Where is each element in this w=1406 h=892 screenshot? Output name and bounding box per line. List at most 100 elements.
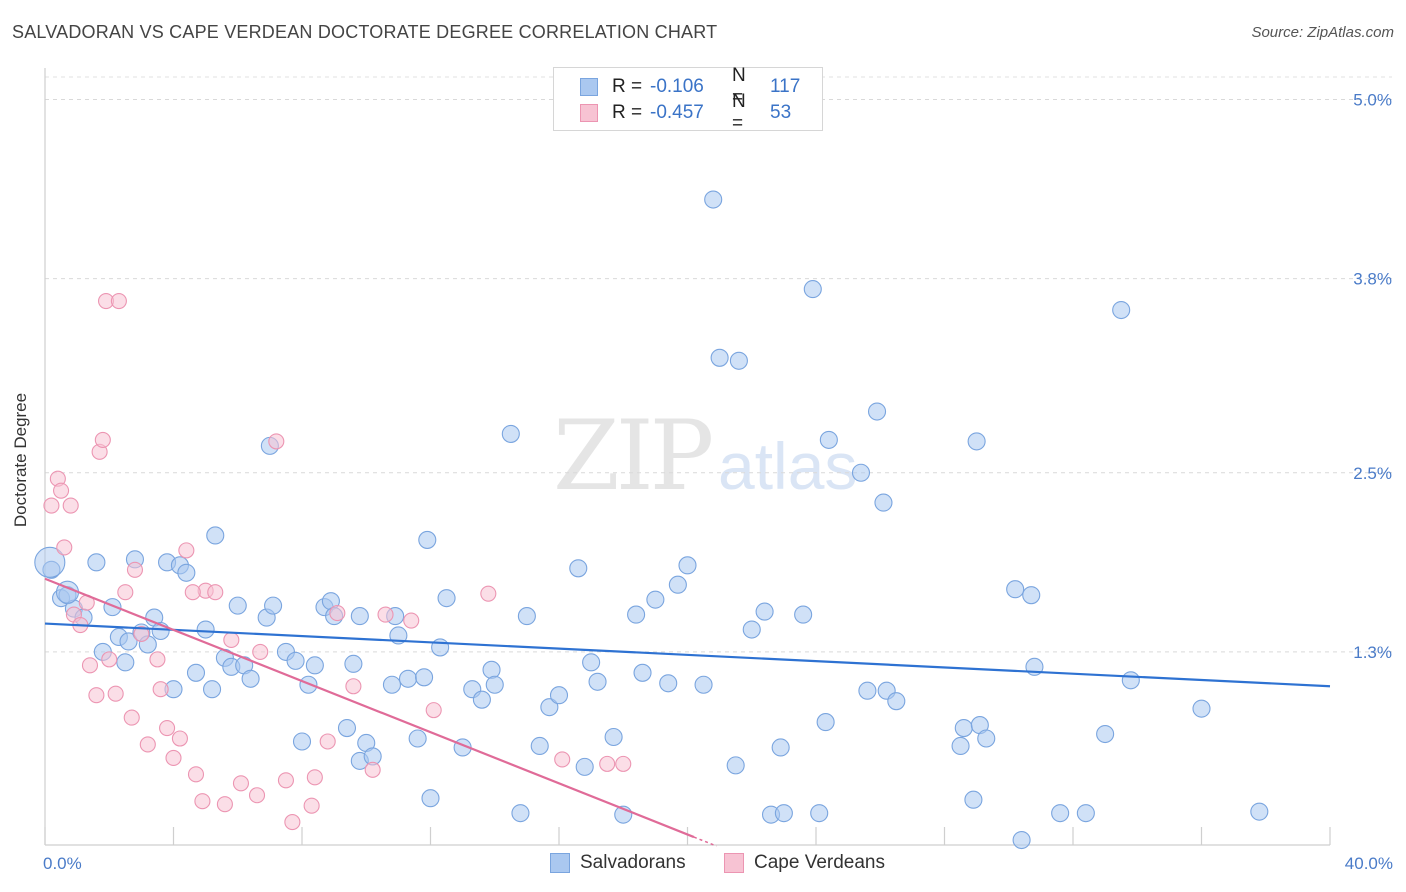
cape-verdean-point (207, 584, 224, 601)
legend-row-cape-verdeans: R = -0.457 N = 53 (580, 91, 792, 134)
salvadoran-point (1250, 802, 1269, 821)
salvadoran-point (694, 675, 713, 694)
salvadoran-point (633, 663, 652, 682)
tick-labels: 1.3% 2.5% 3.8% 5.0% 0.0% 40.0% (43, 91, 1393, 874)
salvadoran-point (582, 653, 601, 672)
pink-swatch (580, 104, 598, 122)
salvadoran-point (858, 681, 877, 700)
salvadoran-point (967, 432, 986, 451)
salvadoran-point (437, 589, 456, 608)
legend-label-salvadorans: Salvadorans (580, 852, 686, 873)
trend-lines (44, 577, 1331, 847)
cape-verdean-point (554, 751, 571, 768)
cape-verdean-point (53, 482, 70, 499)
salvadoran-point (803, 280, 822, 299)
cape-verdean-point (126, 561, 143, 578)
cape-verdean-point (277, 772, 294, 789)
cape-verdean-point (187, 766, 205, 783)
cape-verdean-point (284, 814, 301, 831)
cape-verdean-point (268, 433, 285, 450)
legend-label-cape-verdeans: Cape Verdeans (754, 852, 885, 873)
cape-verdean-point (43, 497, 60, 514)
salvadoran-point (472, 690, 491, 709)
salvadoran-point (794, 605, 813, 624)
salvadoran-point (646, 590, 665, 609)
salvadoran-point (627, 605, 646, 624)
cape-verdean-point (184, 584, 201, 601)
r-label: R = (612, 76, 643, 97)
cape-verdean-point (133, 625, 150, 643)
salvadoran-point (292, 732, 312, 751)
salvadoran-point (511, 804, 530, 823)
cape-verdean-point (110, 293, 127, 310)
cape-verdean-point (403, 612, 420, 629)
cape-verdean-point (364, 761, 381, 778)
r-value: -0.457 (650, 102, 704, 123)
salvadoran-point (344, 654, 363, 673)
salvadoran-point (1006, 580, 1025, 599)
salvadoran-point (954, 719, 973, 738)
cape-verdean-point (232, 775, 250, 792)
n-value: 53 (770, 102, 792, 123)
n-label: N = (732, 91, 746, 134)
cape-verdean-point (599, 755, 616, 772)
salvadoran-point (119, 632, 138, 651)
blue-swatch (580, 78, 598, 96)
r-label: R = (612, 102, 643, 123)
salvadoran-point (1096, 724, 1115, 744)
legend-row-salvadorans: R = -0.106 N = 117 (580, 65, 801, 108)
salvadoran-point (755, 602, 774, 621)
salvadoran-point (1022, 586, 1041, 605)
cape-verdean-point (152, 681, 169, 698)
salvadoran-point (1012, 830, 1031, 850)
cape-verdean-point (480, 585, 497, 602)
salvadoran-point (530, 736, 549, 756)
salvadoran-point (569, 559, 588, 578)
y-tick-label: 5.0% (1353, 91, 1392, 110)
cape-verdean-point (377, 606, 394, 623)
salvadoran-point (501, 424, 520, 443)
blue-swatch (550, 853, 570, 873)
y-axis-label: Doctorate Degree (11, 392, 31, 528)
cape-verdean-point (306, 769, 323, 786)
salvadoran-point (774, 804, 793, 823)
chart-title: SALVADORAN VS CAPE VERDEAN DOCTORATE DEG… (12, 22, 718, 42)
correlation-legend: R = -0.106 N = 117 R = -0.457 N = 53 (553, 65, 823, 134)
y-tick-label: 3.8% (1353, 270, 1392, 289)
salvadoran-point (816, 713, 835, 732)
salvadoran-point (241, 669, 260, 688)
r-value: -0.106 (650, 76, 704, 97)
cape-verdean-point (615, 755, 632, 772)
salvadoran-point (1051, 804, 1070, 823)
cape-verdean-point (194, 793, 211, 810)
salvadoran-point (87, 553, 106, 572)
salvadoran-point (549, 686, 569, 705)
salvadoran-point (382, 675, 402, 694)
salvadoran-point (116, 653, 135, 672)
cape-verdeans-trend-line (44, 577, 695, 839)
salvadoran-point (964, 790, 983, 809)
y-axis-label-wrap: Doctorate Degree (0, 380, 40, 540)
legend-item-cape-verdeans: Cape Verdeans (724, 852, 885, 874)
x-tick-label-min: 0.0% (43, 854, 82, 873)
salvadoran-point (810, 804, 829, 823)
salvadoran-point (415, 668, 434, 687)
salvadoran-point (1076, 804, 1095, 823)
salvadoran-point (350, 607, 369, 626)
salvadoran-point (575, 757, 594, 776)
salvadorans-points (34, 190, 1269, 850)
salvadoran-point (887, 692, 906, 711)
salvadoran-point (951, 736, 970, 756)
salvadoran-point (678, 556, 697, 575)
cape-verdean-point (216, 796, 233, 813)
salvadoran-point (540, 698, 559, 717)
cape-verdeans-trend-extension (693, 836, 717, 847)
salvadoran-point (726, 756, 745, 775)
salvadoran-point (874, 493, 893, 512)
n-value: 117 (770, 76, 801, 97)
series-legend: Salvadorans Cape Verdeans (0, 852, 1406, 878)
salvadoran-point (398, 669, 418, 688)
cape-verdean-point (139, 736, 156, 753)
salvadoran-point (977, 729, 996, 748)
salvadoran-point (418, 530, 437, 549)
